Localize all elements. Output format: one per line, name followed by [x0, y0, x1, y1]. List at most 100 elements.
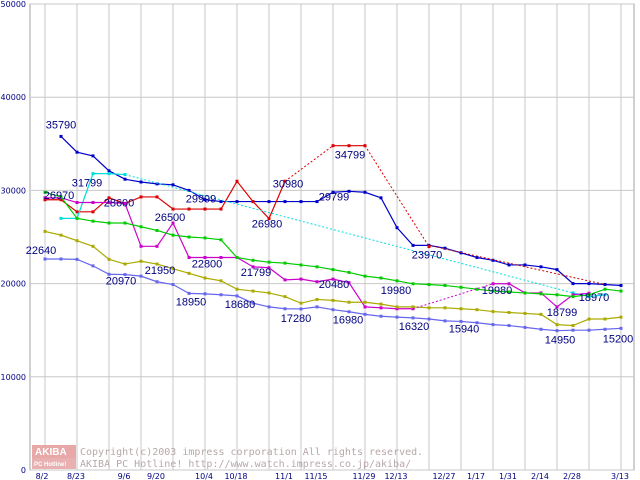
data-label: 34799 [335, 150, 366, 162]
data-point [59, 257, 63, 261]
data-point [507, 282, 511, 286]
data-point [123, 262, 127, 266]
data-point [555, 268, 559, 272]
data-point [187, 271, 191, 275]
data-point [587, 317, 591, 321]
data-point [379, 276, 383, 280]
data-label: 29999 [186, 194, 217, 206]
data-point [267, 266, 271, 270]
data-point [171, 207, 175, 211]
data-point [43, 198, 47, 202]
data-point [619, 283, 623, 287]
data-point [475, 308, 479, 312]
data-point [491, 289, 495, 293]
y-tick-label: 50000 [1, 0, 26, 9]
data-point [59, 216, 63, 220]
data-point [219, 207, 223, 211]
data-point [475, 287, 479, 291]
data-point [187, 235, 191, 239]
data-point [507, 324, 511, 328]
data-point [571, 295, 575, 299]
data-point [523, 291, 527, 295]
data-point [603, 287, 607, 291]
data-point [251, 258, 255, 262]
data-point [523, 325, 527, 329]
x-tick-label: 2/14 [531, 472, 549, 480]
data-point [523, 311, 527, 315]
x-tick-label: 10/18 [224, 472, 247, 480]
data-point [571, 324, 575, 328]
data-point [91, 244, 95, 248]
data-point [155, 244, 159, 248]
data-point [187, 291, 191, 295]
data-point [539, 265, 543, 269]
data-point [411, 243, 415, 247]
data-point [395, 307, 399, 311]
data-point [363, 300, 367, 304]
y-axis: 0 10000 20000 30000 40000 50000 [1, 0, 26, 475]
data-point [75, 216, 79, 220]
data-point [75, 210, 79, 214]
data-point [443, 246, 447, 250]
data-point [315, 280, 319, 284]
data-label: 15940 [449, 323, 480, 335]
data-point [523, 263, 527, 267]
x-tick-label: 8/23 [67, 472, 85, 480]
data-point [459, 319, 463, 323]
x-tick-label: 9/6 [118, 472, 131, 480]
data-point [171, 221, 175, 225]
data-point [251, 265, 255, 269]
data-point [251, 301, 255, 305]
data-point [459, 285, 463, 289]
data-point [203, 292, 207, 296]
x-tick-label: 11/29 [352, 472, 375, 480]
data-point [75, 150, 79, 154]
y-tick-label: 10000 [1, 373, 26, 382]
data-point [219, 279, 223, 283]
data-point [315, 297, 319, 301]
x-tick-label: 11/1 [275, 472, 293, 480]
data-point [571, 282, 575, 286]
data-label: 31799 [72, 178, 103, 190]
data-point [619, 326, 623, 330]
data-point [235, 287, 239, 291]
data-point [187, 256, 191, 260]
data-point [267, 291, 271, 295]
data-point [91, 172, 95, 176]
data-point [571, 293, 575, 297]
data-label: 15200 [603, 333, 634, 345]
y-tick-label: 20000 [1, 280, 26, 289]
data-point [123, 177, 127, 181]
data-label: 14950 [545, 335, 576, 347]
data-point [331, 298, 335, 302]
data-point [363, 312, 367, 316]
data-point [299, 263, 303, 267]
data-label: 26500 [155, 212, 186, 224]
data-label: 21799 [241, 267, 272, 279]
series-layer [43, 134, 623, 333]
series-7 [43, 257, 623, 333]
data-point [43, 229, 47, 233]
data-point [491, 310, 495, 314]
data-point [171, 283, 175, 287]
data-label: 18970 [579, 292, 610, 304]
data-point [91, 264, 95, 268]
data-point [139, 244, 143, 248]
data-label: 18680 [225, 299, 256, 311]
data-label: 22640 [26, 245, 57, 257]
series-4 [43, 196, 591, 311]
data-point [379, 196, 383, 200]
watermark-url: AKIBA PC Hotline! http://www.watch.impre… [80, 459, 411, 470]
watermark-copyright: Copyright(c)2003 impress corporation All… [80, 447, 423, 458]
data-point [571, 328, 575, 332]
data-point [139, 225, 143, 229]
data-point [379, 314, 383, 318]
data-point [347, 189, 351, 193]
data-point [331, 277, 335, 281]
data-point [347, 300, 351, 304]
x-tick-label: 12/27 [432, 472, 455, 480]
data-point [379, 302, 383, 306]
data-point [107, 257, 111, 261]
